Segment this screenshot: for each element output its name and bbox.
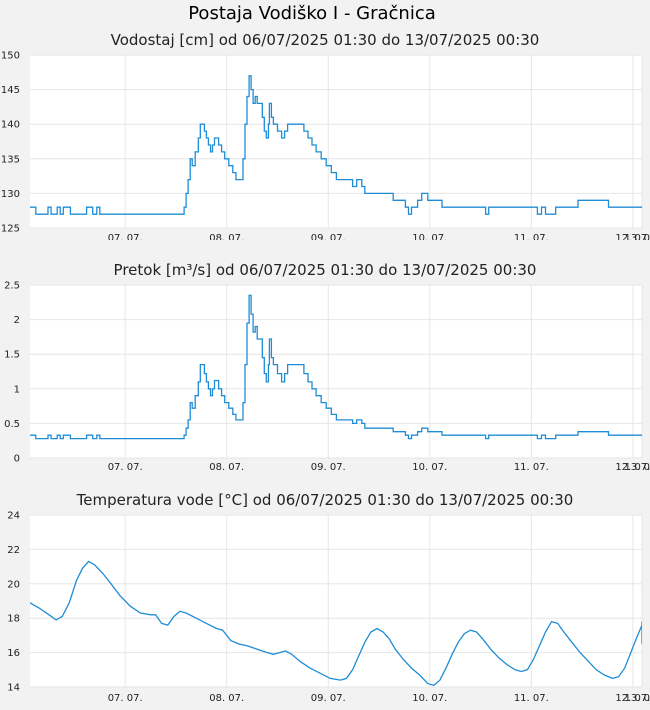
x-tick-label: 12. 07. bbox=[615, 233, 650, 240]
y-tick-label: 140 bbox=[1, 120, 20, 131]
plot-area bbox=[30, 55, 642, 228]
y-tick-label: 22 bbox=[7, 545, 20, 556]
discharge-chart: Pretok [m³/s] od 06/07/2025 01:30 do 13/… bbox=[4, 261, 650, 473]
y-tick-label: 135 bbox=[1, 154, 20, 165]
water-level-chart: Vodostaj [cm] od 06/07/2025 01:30 do 13/… bbox=[1, 31, 650, 240]
x-tick-label: 08. 07. bbox=[209, 693, 244, 704]
x-tick-label: 07. 07. bbox=[108, 462, 143, 473]
chart-title: Temperatura vode [°C] od 06/07/2025 01:3… bbox=[76, 491, 574, 509]
chart-title: Vodostaj [cm] od 06/07/2025 01:30 do 13/… bbox=[111, 31, 540, 49]
chart-title: Pretok [m³/s] od 06/07/2025 01:30 do 13/… bbox=[114, 261, 537, 279]
x-tick-label: 11. 07. bbox=[514, 693, 549, 704]
y-tick-label: 20 bbox=[7, 579, 20, 590]
x-tick-label: 13. 07. bbox=[625, 693, 650, 704]
y-tick-label: 125 bbox=[1, 224, 20, 235]
x-tick-label: 13. 07. bbox=[625, 462, 650, 473]
y-tick-label: 150 bbox=[1, 51, 20, 62]
y-tick-label: 14 bbox=[7, 683, 20, 694]
y-tick-label: 16 bbox=[7, 648, 20, 659]
x-tick-label: 07. 07. bbox=[108, 233, 143, 240]
y-tick-label: 1 bbox=[14, 384, 20, 395]
x-tick-label: 09. 07. bbox=[311, 693, 346, 704]
series-line bbox=[30, 560, 642, 687]
x-tick-label: 09. 07. bbox=[311, 233, 346, 240]
x-tick-label: 10. 07. bbox=[412, 693, 447, 704]
y-tick-label: 0 bbox=[14, 454, 20, 465]
series-line bbox=[30, 294, 642, 440]
x-tick-label: 11. 07. bbox=[514, 233, 549, 240]
x-tick-label: 09. 07. bbox=[311, 462, 346, 473]
x-tick-label: 10. 07. bbox=[412, 233, 447, 240]
x-tick-label: 08. 07. bbox=[209, 462, 244, 473]
y-tick-label: 145 bbox=[1, 85, 20, 96]
x-tick-label: 08. 07. bbox=[209, 233, 244, 240]
y-tick-label: 1.5 bbox=[4, 350, 20, 361]
y-tick-label: 2.5 bbox=[4, 281, 20, 292]
y-tick-label: 130 bbox=[1, 189, 20, 200]
water-temperature-chart: Temperatura vode [°C] od 06/07/2025 01:3… bbox=[7, 491, 650, 704]
x-tick-label: 12. 07. bbox=[615, 693, 650, 704]
page-title: Postaja Vodiško I - Gračnica bbox=[188, 3, 436, 24]
y-tick-label: 0.5 bbox=[4, 419, 20, 430]
x-tick-label: 13. 07. bbox=[625, 233, 650, 240]
y-tick-label: 24 bbox=[7, 511, 20, 522]
x-tick-label: 10. 07. bbox=[412, 462, 447, 473]
x-tick-label: 07. 07. bbox=[108, 693, 143, 704]
x-tick-label: 11. 07. bbox=[514, 462, 549, 473]
plot-area bbox=[30, 515, 642, 687]
x-tick-label: 12. 07. bbox=[615, 462, 650, 473]
series-line bbox=[30, 75, 642, 215]
plot-area bbox=[30, 285, 642, 458]
y-tick-label: 18 bbox=[7, 614, 20, 625]
y-tick-label: 2 bbox=[14, 315, 20, 326]
